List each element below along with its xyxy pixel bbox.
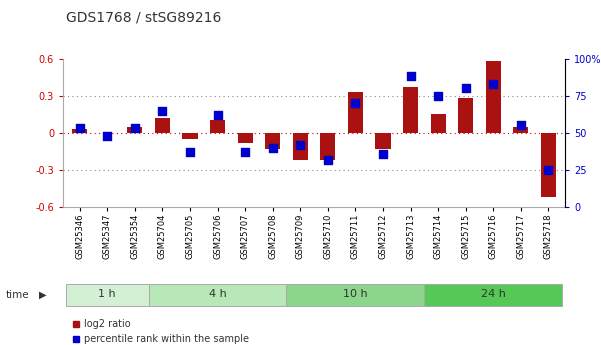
Point [130, 126, 139, 131]
Bar [66, 284, 148, 306]
Text: 10 h: 10 h [343, 289, 368, 299]
Bar [287, 284, 424, 306]
Bar [403, 87, 418, 133]
Point [240, 149, 250, 155]
Point [296, 142, 305, 147]
Bar [348, 92, 363, 133]
Bar [486, 61, 501, 133]
Point [102, 133, 112, 139]
Bar [376, 133, 391, 149]
Text: 24 h: 24 h [481, 289, 505, 299]
Bar [424, 284, 562, 306]
Point [213, 112, 222, 118]
Bar [458, 98, 473, 133]
Point [406, 74, 415, 79]
Point [461, 86, 471, 91]
Bar [182, 133, 198, 139]
Point [268, 145, 278, 150]
Text: ▶: ▶ [39, 290, 46, 300]
Point [75, 126, 85, 131]
Point [516, 122, 526, 128]
Legend: log2 ratio, percentile rank within the sample: log2 ratio, percentile rank within the s… [68, 315, 254, 345]
Point [185, 149, 195, 155]
Bar [72, 129, 87, 133]
Bar [430, 114, 446, 133]
Bar [320, 133, 335, 160]
Bar [210, 120, 225, 133]
Point [489, 81, 498, 87]
Point [378, 151, 388, 156]
Point [157, 108, 167, 113]
Text: time: time [6, 290, 29, 300]
Text: 1 h: 1 h [99, 289, 116, 299]
Bar [148, 284, 287, 306]
Bar [155, 118, 170, 133]
Point [433, 93, 443, 99]
Point [323, 157, 332, 162]
Bar [265, 133, 280, 149]
Bar [127, 127, 142, 133]
Text: GDS1768 / stSG89216: GDS1768 / stSG89216 [66, 10, 222, 24]
Bar [293, 133, 308, 160]
Point [543, 167, 553, 172]
Bar [541, 133, 556, 197]
Bar [237, 133, 252, 143]
Text: 4 h: 4 h [209, 289, 227, 299]
Bar [513, 127, 528, 133]
Point [350, 100, 360, 106]
